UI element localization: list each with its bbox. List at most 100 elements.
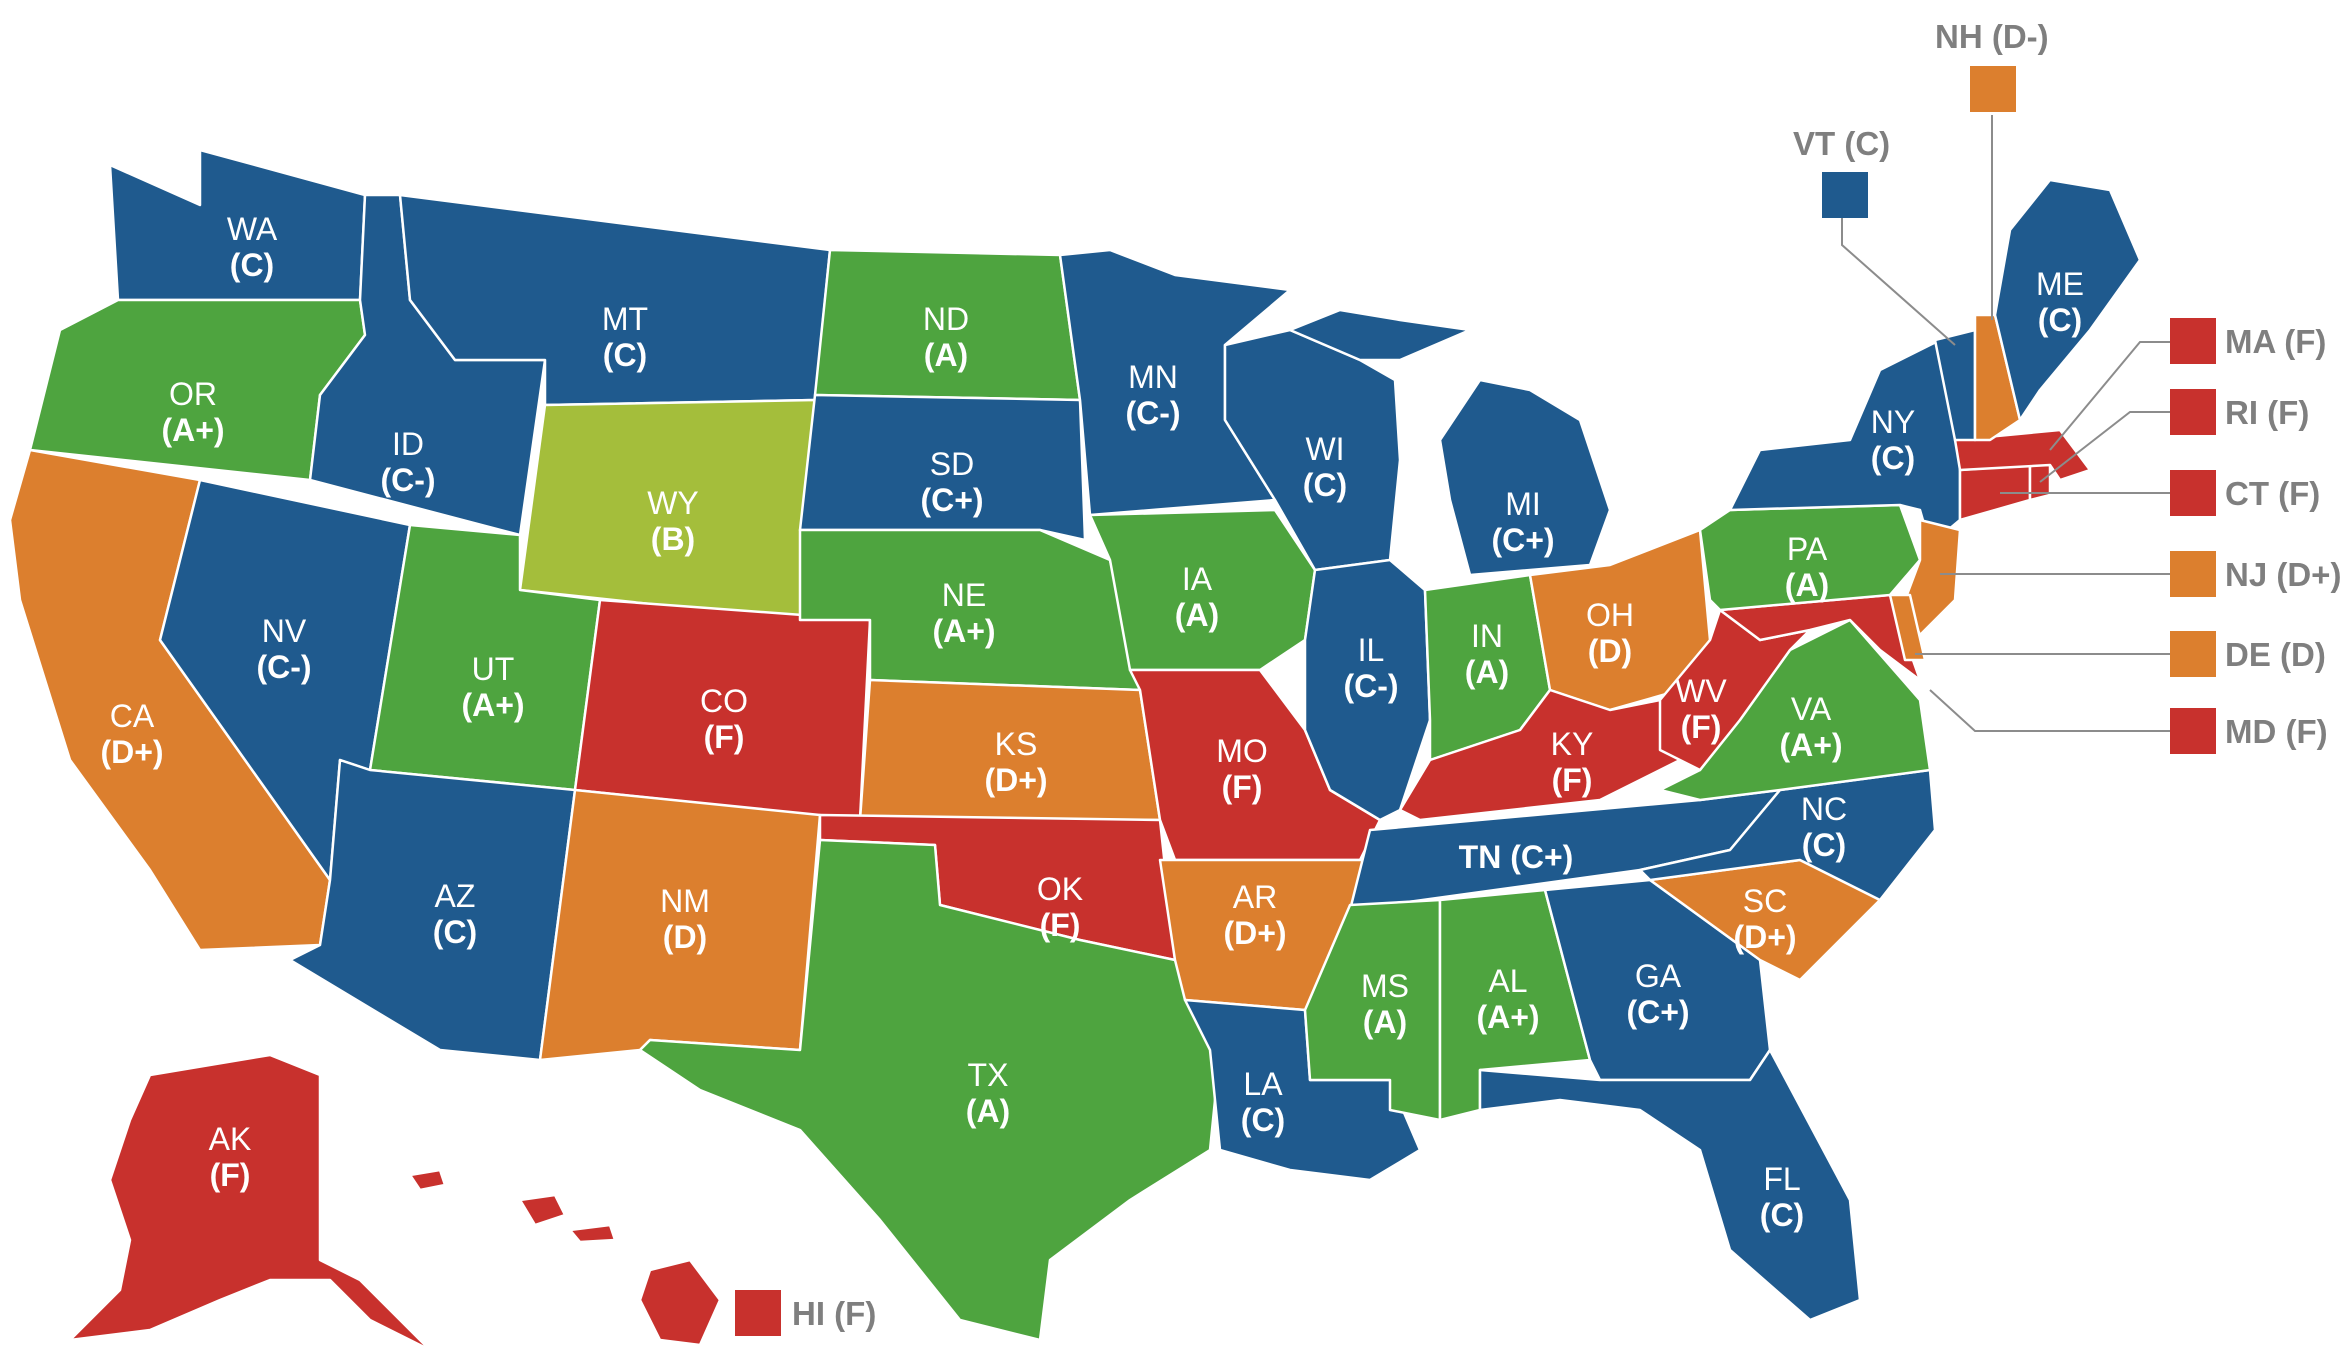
label-oh-abbr: OH xyxy=(1586,597,1634,633)
state-il[interactable] xyxy=(1303,558,1432,822)
callout-nj: NJ (D+) xyxy=(2225,556,2341,593)
swatch-vt xyxy=(1822,172,1868,218)
label-co-abbr: CO xyxy=(700,683,748,719)
label-nd-abbr: ND xyxy=(923,301,969,337)
callout-ma: MA (F) xyxy=(2225,323,2326,360)
label-or-grade: (A+) xyxy=(161,412,224,448)
state-nc[interactable] xyxy=(1638,768,1937,902)
label-nv-grade: (C-) xyxy=(256,649,311,685)
label-pa-abbr: PA xyxy=(1787,531,1828,567)
label-ms-grade: (A) xyxy=(1363,1004,1407,1040)
leader-vt xyxy=(1841,215,1956,346)
callout-vt: VT (C) xyxy=(1793,125,1890,162)
label-or-abbr: OR xyxy=(169,376,217,412)
state-tx[interactable] xyxy=(638,838,1222,1342)
label-az-grade: (C) xyxy=(433,914,477,950)
label-la-grade: (C) xyxy=(1241,1102,1285,1138)
label-mo-abbr: MO xyxy=(1216,733,1268,769)
leader-ri xyxy=(2039,411,2170,483)
label-in-grade: (A) xyxy=(1465,654,1509,690)
state-mi-up[interactable] xyxy=(1288,308,1472,362)
label-ca-abbr: CA xyxy=(110,698,155,734)
state-hi-oahu[interactable] xyxy=(408,1168,447,1192)
callout-de: DE (D) xyxy=(2225,636,2326,673)
state-sd[interactable] xyxy=(798,393,1087,542)
callout-nh: NH (D-) xyxy=(1935,18,2049,55)
swatch-ma xyxy=(2170,318,2216,364)
state-me[interactable] xyxy=(1993,178,2142,422)
label-mn-abbr: MN xyxy=(1128,359,1178,395)
state-hi-big[interactable] xyxy=(638,1258,722,1347)
label-ca-grade: (D+) xyxy=(100,734,163,770)
label-sc-grade: (D+) xyxy=(1733,919,1796,955)
label-mi-abbr: MI xyxy=(1505,486,1541,522)
state-wv[interactable] xyxy=(1658,608,1812,772)
label-il-grade: (C-) xyxy=(1343,668,1398,704)
label-nd-grade: (A) xyxy=(924,337,968,373)
label-ky-grade: (F) xyxy=(1552,762,1593,798)
state-ak[interactable] xyxy=(68,1053,432,1352)
swatch-ct xyxy=(2170,470,2216,516)
label-wv-grade: (F) xyxy=(1681,709,1722,745)
label-wa-grade: (C) xyxy=(230,247,274,283)
label-nm-grade: (D) xyxy=(663,919,707,955)
label-mn-grade: (C-) xyxy=(1125,395,1180,431)
label-mt-grade: (C) xyxy=(603,337,647,373)
leader-md xyxy=(1929,689,2170,732)
label-sd-abbr: SD xyxy=(930,446,974,482)
label-sd-grade: (C+) xyxy=(920,482,983,518)
swatch-md xyxy=(2170,708,2216,754)
label-ne-grade: (A+) xyxy=(932,613,995,649)
state-mi[interactable] xyxy=(1438,378,1612,577)
label-mi-grade: (C+) xyxy=(1491,522,1554,558)
label-wi-abbr: WI xyxy=(1305,431,1344,467)
label-wi-grade: (C) xyxy=(1303,467,1347,503)
label-ga-grade: (C+) xyxy=(1626,994,1689,1030)
leader-ma xyxy=(2049,341,2170,451)
state-hi-maui[interactable] xyxy=(518,1193,567,1227)
callout-hi: HI (F) xyxy=(792,1295,876,1332)
label-wy-grade: (B) xyxy=(651,521,695,557)
label-in-abbr: IN xyxy=(1471,618,1503,654)
label-ky-abbr: KY xyxy=(1551,726,1594,762)
label-fl-grade: (C) xyxy=(1760,1197,1804,1233)
label-ia-abbr: IA xyxy=(1182,561,1213,597)
state-hi-molokai[interactable] xyxy=(568,1223,617,1244)
label-me-grade: (C) xyxy=(2038,302,2082,338)
label-ak-abbr: AK xyxy=(209,1121,252,1157)
swatch-de xyxy=(2170,631,2216,677)
label-sc-abbr: SC xyxy=(1743,883,1787,919)
label-tx-grade: (A) xyxy=(966,1093,1010,1129)
label-wv-abbr: WV xyxy=(1675,673,1727,709)
callout-ct: CT (F) xyxy=(2225,475,2320,512)
label-tx-abbr: TX xyxy=(968,1057,1009,1093)
label-me-abbr: ME xyxy=(2036,266,2084,302)
state-de[interactable] xyxy=(1888,593,1927,662)
label-va-abbr: VA xyxy=(1791,691,1832,727)
label-il-abbr: IL xyxy=(1358,632,1385,668)
label-id-abbr: ID xyxy=(392,426,424,462)
label-az-abbr: AZ xyxy=(435,878,476,914)
label-mo-grade: (F) xyxy=(1222,769,1263,805)
label-ak-grade: (F) xyxy=(210,1157,251,1193)
state-fl[interactable] xyxy=(1478,1048,1862,1322)
label-nc-grade: (C) xyxy=(1802,827,1846,863)
label-ny-grade: (C) xyxy=(1871,440,1915,476)
state-ia[interactable] xyxy=(1088,508,1317,672)
label-id-grade: (C-) xyxy=(380,462,435,498)
label-oh-grade: (D) xyxy=(1588,633,1632,669)
label-ks-grade: (D+) xyxy=(984,762,1047,798)
label-mt-abbr: MT xyxy=(602,301,648,337)
label-nv-abbr: NV xyxy=(262,613,307,649)
label-nc-abbr: NC xyxy=(1801,791,1847,827)
swatch-hi xyxy=(735,1290,781,1336)
label-ut-abbr: UT xyxy=(472,651,515,687)
label-wy-abbr: WY xyxy=(647,485,699,521)
label-ne-abbr: NE xyxy=(942,577,986,613)
label-la-abbr: LA xyxy=(1243,1066,1283,1102)
state-ri[interactable] xyxy=(2028,463,2052,502)
label-ar-grade: (D+) xyxy=(1223,915,1286,951)
label-fl-abbr: FL xyxy=(1763,1161,1800,1197)
callout-md: MD (F) xyxy=(2225,713,2328,750)
